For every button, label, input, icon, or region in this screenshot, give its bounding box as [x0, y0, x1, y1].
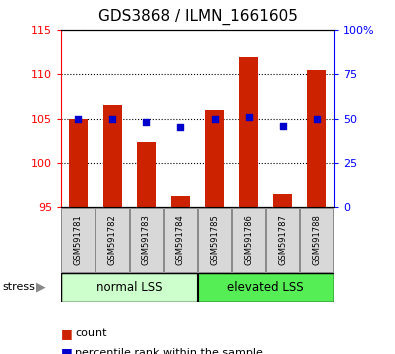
- FancyBboxPatch shape: [198, 209, 231, 272]
- Text: stress: stress: [2, 282, 35, 292]
- Point: [109, 116, 115, 121]
- Bar: [239, 57, 258, 207]
- Text: ■: ■: [61, 347, 73, 354]
- Text: ▶: ▶: [36, 281, 46, 293]
- Text: GSM591785: GSM591785: [210, 215, 219, 265]
- Point: [314, 116, 320, 121]
- Bar: [137, 143, 156, 207]
- Bar: [205, 110, 224, 207]
- FancyBboxPatch shape: [198, 273, 334, 302]
- Point: [75, 116, 81, 121]
- Point: [280, 123, 286, 129]
- Text: GSM591782: GSM591782: [108, 215, 117, 265]
- FancyBboxPatch shape: [266, 209, 299, 272]
- Text: GSM591784: GSM591784: [176, 215, 185, 265]
- Point: [143, 119, 150, 125]
- Bar: [171, 196, 190, 207]
- Text: GSM591787: GSM591787: [278, 215, 287, 265]
- Text: GSM591783: GSM591783: [142, 215, 151, 265]
- FancyBboxPatch shape: [300, 209, 333, 272]
- Bar: [307, 70, 326, 207]
- Text: count: count: [75, 329, 107, 338]
- FancyBboxPatch shape: [61, 209, 95, 272]
- Text: ■: ■: [61, 327, 73, 340]
- Text: GSM591781: GSM591781: [74, 215, 83, 265]
- Text: GSM591786: GSM591786: [244, 215, 253, 265]
- Text: percentile rank within the sample: percentile rank within the sample: [75, 348, 263, 354]
- Point: [177, 125, 184, 130]
- FancyBboxPatch shape: [61, 273, 197, 302]
- FancyBboxPatch shape: [232, 209, 265, 272]
- Text: GDS3868 / ILMN_1661605: GDS3868 / ILMN_1661605: [98, 9, 297, 25]
- Text: GSM591788: GSM591788: [312, 215, 321, 265]
- Bar: [69, 119, 88, 207]
- FancyBboxPatch shape: [164, 209, 197, 272]
- FancyBboxPatch shape: [130, 209, 163, 272]
- Point: [245, 114, 252, 120]
- Bar: [103, 105, 122, 207]
- Point: [211, 116, 218, 121]
- Bar: [273, 194, 292, 207]
- Text: normal LSS: normal LSS: [96, 281, 163, 293]
- FancyBboxPatch shape: [96, 209, 129, 272]
- Text: elevated LSS: elevated LSS: [228, 281, 304, 293]
